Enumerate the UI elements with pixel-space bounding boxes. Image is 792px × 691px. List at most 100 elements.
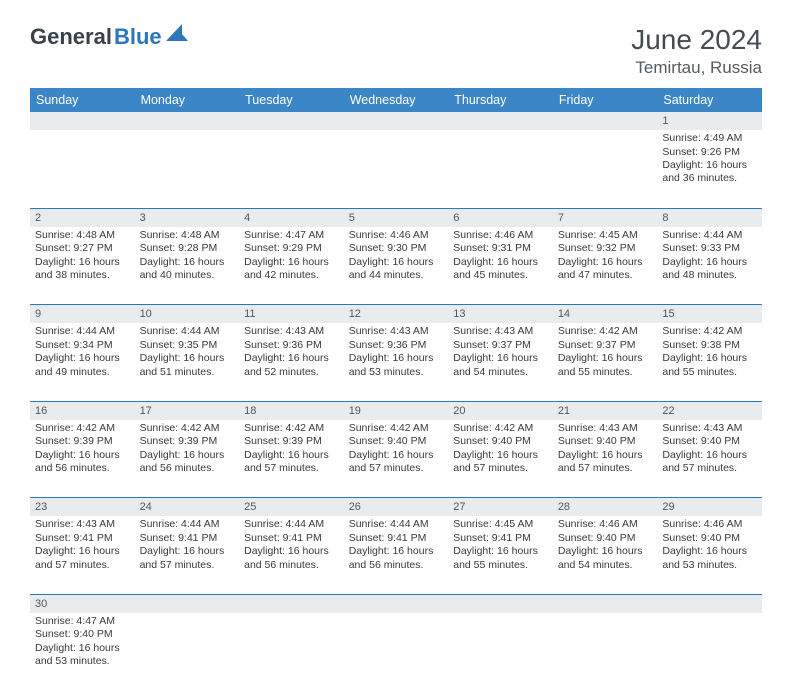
day-detail-cell	[657, 613, 762, 691]
daynum-row: 1	[30, 112, 762, 130]
day-detail-cell	[553, 130, 658, 208]
daynum-row: 2345678	[30, 208, 762, 227]
logo-text-2: Blue	[114, 24, 162, 50]
logo: GeneralBlue	[30, 24, 188, 50]
day-number-cell	[448, 112, 553, 130]
sunrise-text: Sunrise: 4:44 AM	[244, 518, 339, 531]
col-sunday: Sunday	[30, 88, 135, 112]
sunrise-text: Sunrise: 4:48 AM	[140, 229, 235, 242]
day-number-cell: 11	[239, 305, 344, 324]
day-number-cell	[135, 112, 240, 130]
daynum-row: 9101112131415	[30, 305, 762, 324]
sunset-text: Sunset: 9:40 PM	[558, 435, 653, 448]
sunrise-text: Sunrise: 4:42 AM	[140, 422, 235, 435]
col-saturday: Saturday	[657, 88, 762, 112]
calendar-table: Sunday Monday Tuesday Wednesday Thursday…	[30, 88, 762, 691]
day-detail-cell: Sunrise: 4:43 AMSunset: 9:40 PMDaylight:…	[657, 420, 762, 498]
day-detail-cell	[344, 130, 449, 208]
day-number-cell: 6	[448, 208, 553, 227]
day-number-cell	[239, 594, 344, 613]
sunset-text: Sunset: 9:30 PM	[349, 242, 444, 255]
sunset-text: Sunset: 9:37 PM	[453, 339, 548, 352]
daylight-text: Daylight: 16 hours and 57 minutes.	[349, 449, 444, 476]
sunrise-text: Sunrise: 4:46 AM	[558, 518, 653, 531]
daylight-text: Daylight: 16 hours and 57 minutes.	[453, 449, 548, 476]
day-detail-cell: Sunrise: 4:42 AMSunset: 9:37 PMDaylight:…	[553, 323, 658, 401]
logo-text-1: General	[30, 24, 112, 50]
daylight-text: Daylight: 16 hours and 57 minutes.	[35, 545, 130, 572]
sunrise-text: Sunrise: 4:45 AM	[453, 518, 548, 531]
day-detail-cell	[553, 613, 658, 691]
day-number-cell: 17	[135, 401, 240, 420]
daylight-text: Daylight: 16 hours and 53 minutes.	[35, 642, 130, 669]
day-detail-cell	[448, 613, 553, 691]
day-number-cell	[448, 594, 553, 613]
daylight-text: Daylight: 16 hours and 53 minutes.	[662, 545, 757, 572]
day-number-cell: 19	[344, 401, 449, 420]
sunset-text: Sunset: 9:39 PM	[140, 435, 235, 448]
day-detail-cell: Sunrise: 4:42 AMSunset: 9:39 PMDaylight:…	[30, 420, 135, 498]
day-number-cell: 22	[657, 401, 762, 420]
sunrise-text: Sunrise: 4:49 AM	[662, 132, 757, 145]
sunset-text: Sunset: 9:40 PM	[662, 435, 757, 448]
day-detail-cell: Sunrise: 4:44 AMSunset: 9:41 PMDaylight:…	[239, 516, 344, 594]
day-number-cell	[344, 594, 449, 613]
sunset-text: Sunset: 9:38 PM	[662, 339, 757, 352]
sunrise-text: Sunrise: 4:48 AM	[35, 229, 130, 242]
sunrise-text: Sunrise: 4:44 AM	[140, 518, 235, 531]
sunrise-text: Sunrise: 4:42 AM	[558, 325, 653, 338]
day-number-cell: 28	[553, 498, 658, 517]
daylight-text: Daylight: 16 hours and 47 minutes.	[558, 256, 653, 283]
day-number-cell	[657, 594, 762, 613]
day-detail-cell: Sunrise: 4:44 AMSunset: 9:41 PMDaylight:…	[135, 516, 240, 594]
daylight-text: Daylight: 16 hours and 57 minutes.	[662, 449, 757, 476]
detail-row: Sunrise: 4:44 AMSunset: 9:34 PMDaylight:…	[30, 323, 762, 401]
daylight-text: Daylight: 16 hours and 48 minutes.	[662, 256, 757, 283]
day-number-cell: 16	[30, 401, 135, 420]
sunset-text: Sunset: 9:28 PM	[140, 242, 235, 255]
daylight-text: Daylight: 16 hours and 57 minutes.	[244, 449, 339, 476]
day-number-cell: 14	[553, 305, 658, 324]
sunrise-text: Sunrise: 4:47 AM	[244, 229, 339, 242]
sunset-text: Sunset: 9:41 PM	[140, 532, 235, 545]
sunrise-text: Sunrise: 4:46 AM	[453, 229, 548, 242]
day-detail-cell: Sunrise: 4:44 AMSunset: 9:41 PMDaylight:…	[344, 516, 449, 594]
sunset-text: Sunset: 9:41 PM	[244, 532, 339, 545]
sunset-text: Sunset: 9:26 PM	[662, 146, 757, 159]
col-thursday: Thursday	[448, 88, 553, 112]
col-tuesday: Tuesday	[239, 88, 344, 112]
daylight-text: Daylight: 16 hours and 56 minutes.	[349, 545, 444, 572]
sunset-text: Sunset: 9:31 PM	[453, 242, 548, 255]
day-number-cell	[239, 112, 344, 130]
day-number-cell: 2	[30, 208, 135, 227]
day-detail-cell	[239, 613, 344, 691]
daynum-row: 30	[30, 594, 762, 613]
day-detail-cell: Sunrise: 4:42 AMSunset: 9:40 PMDaylight:…	[344, 420, 449, 498]
day-detail-cell: Sunrise: 4:46 AMSunset: 9:40 PMDaylight:…	[657, 516, 762, 594]
day-number-cell: 25	[239, 498, 344, 517]
col-wednesday: Wednesday	[344, 88, 449, 112]
logo-sail-icon	[166, 24, 188, 42]
day-number-cell: 21	[553, 401, 658, 420]
sunset-text: Sunset: 9:40 PM	[453, 435, 548, 448]
sunrise-text: Sunrise: 4:42 AM	[244, 422, 339, 435]
day-number-cell	[135, 594, 240, 613]
sunset-text: Sunset: 9:39 PM	[35, 435, 130, 448]
daylight-text: Daylight: 16 hours and 56 minutes.	[140, 449, 235, 476]
day-detail-cell: Sunrise: 4:45 AMSunset: 9:32 PMDaylight:…	[553, 227, 658, 305]
daylight-text: Daylight: 16 hours and 38 minutes.	[35, 256, 130, 283]
daylight-text: Daylight: 16 hours and 55 minutes.	[558, 352, 653, 379]
daylight-text: Daylight: 16 hours and 45 minutes.	[453, 256, 548, 283]
day-number-cell	[553, 112, 658, 130]
day-detail-cell: Sunrise: 4:48 AMSunset: 9:27 PMDaylight:…	[30, 227, 135, 305]
daylight-text: Daylight: 16 hours and 36 minutes.	[662, 159, 757, 186]
sunset-text: Sunset: 9:36 PM	[244, 339, 339, 352]
day-number-cell: 7	[553, 208, 658, 227]
day-detail-cell	[30, 130, 135, 208]
day-number-cell: 1	[657, 112, 762, 130]
day-detail-cell: Sunrise: 4:46 AMSunset: 9:31 PMDaylight:…	[448, 227, 553, 305]
day-detail-cell: Sunrise: 4:46 AMSunset: 9:40 PMDaylight:…	[553, 516, 658, 594]
daylight-text: Daylight: 16 hours and 42 minutes.	[244, 256, 339, 283]
day-detail-cell: Sunrise: 4:43 AMSunset: 9:40 PMDaylight:…	[553, 420, 658, 498]
daylight-text: Daylight: 16 hours and 55 minutes.	[662, 352, 757, 379]
